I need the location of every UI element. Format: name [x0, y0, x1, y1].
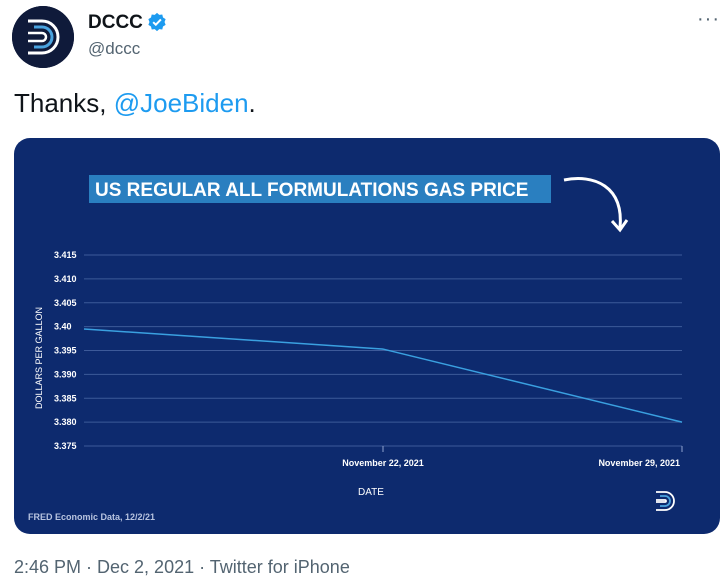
y-tick-label: 3.375: [54, 441, 77, 451]
tweet-timestamp[interactable]: 2:46 PM · Dec 2, 2021 · Twitter for iPho…: [14, 557, 350, 577]
chart-title: US REGULAR ALL FORMULATIONS GAS PRICE: [95, 180, 528, 201]
x-axis-label: DATE: [358, 487, 384, 498]
x-tick-label: November 22, 2021: [342, 458, 424, 468]
account-name[interactable]: DCCC: [88, 12, 143, 33]
dccc-watermark-icon: [656, 491, 675, 511]
account-handle[interactable]: @dccc: [88, 39, 141, 58]
x-tick-label: November 29, 2021: [598, 458, 680, 468]
avatar[interactable]: [12, 6, 74, 68]
y-tick-label: 3.395: [54, 346, 77, 356]
y-tick-label: 3.385: [54, 393, 77, 403]
gas-price-chart: US REGULAR ALL FORMULATIONS GAS PRICE 3.…: [28, 175, 683, 522]
tweet-text-suffix: .: [248, 88, 256, 118]
y-tick-label: 3.380: [54, 417, 77, 427]
chart-title-background: [89, 175, 551, 203]
chart-source: FRED Economic Data, 12/2/21: [28, 512, 155, 522]
mention-link[interactable]: @JoeBiden: [113, 88, 249, 118]
dccc-logo-icon: [12, 6, 74, 68]
tweet-text-prefix: Thanks,: [14, 88, 114, 118]
y-tick-label: 3.410: [54, 274, 77, 284]
y-tick-label: 3.390: [54, 369, 77, 379]
y-axis-label: DOLLARS PER GALLON: [34, 307, 44, 409]
more-options-icon[interactable]: ···: [697, 8, 720, 30]
y-tick-label: 3.40: [54, 322, 72, 332]
verified-badge-icon: [148, 12, 166, 32]
tweet-text: Thanks, @JoeBiden.: [14, 88, 256, 119]
y-tick-label: 3.405: [54, 298, 77, 308]
arrow-decoration: [563, 177, 622, 229]
y-tick-label: 3.415: [54, 250, 77, 260]
chart-image-card[interactable]: US REGULAR ALL FORMULATIONS GAS PRICE 3.…: [14, 138, 720, 534]
arrow-head: [610, 219, 629, 233]
series-line: [83, 328, 683, 423]
